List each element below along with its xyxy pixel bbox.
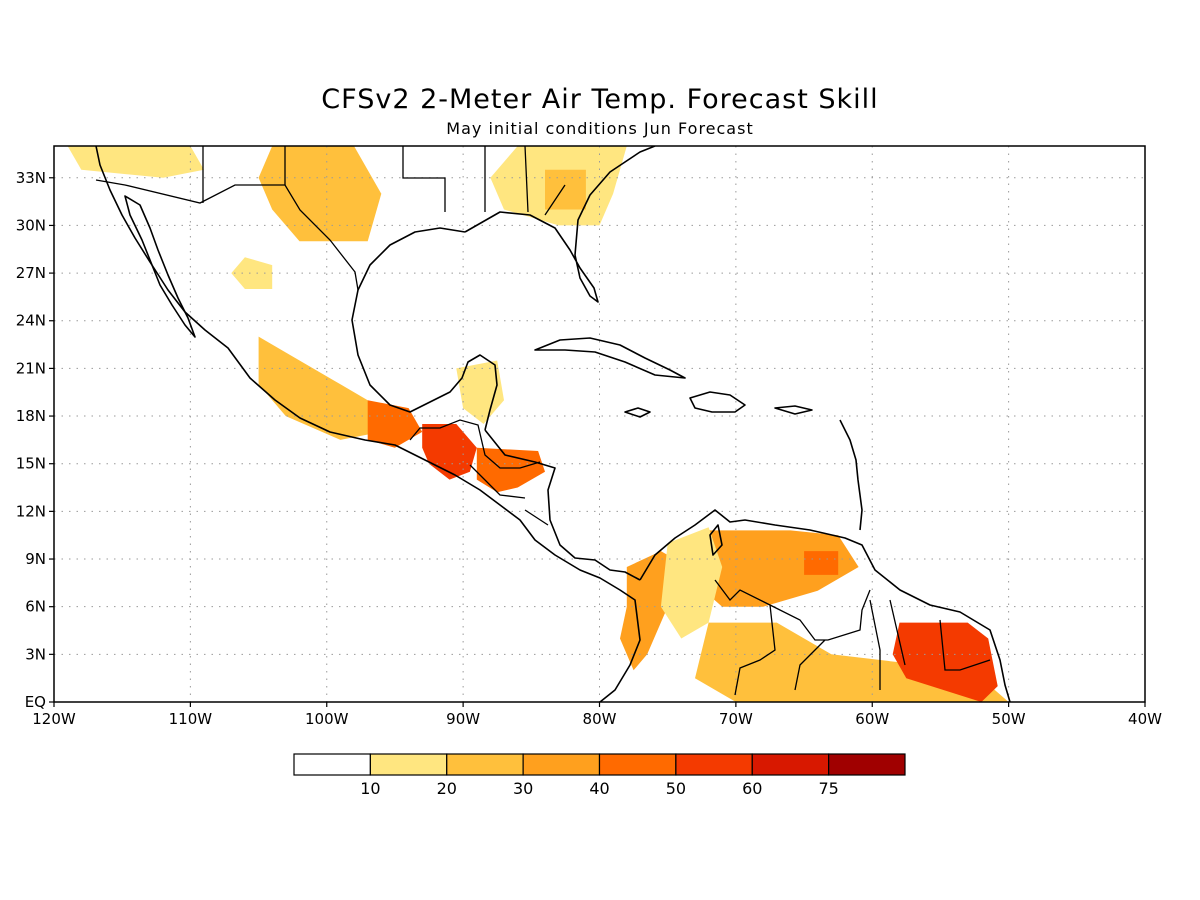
lat-tick-label: 21N: [16, 359, 46, 377]
skill-region-yucatan: [456, 360, 504, 424]
colorbar-swatch: [828, 753, 906, 776]
us-state-lines: [202, 146, 566, 216]
lon-tick-label: 50W: [992, 710, 1026, 728]
gulf-coastline: [351, 227, 498, 431]
skill-region-northern-mexico: [258, 146, 382, 242]
colorbar-swatch: [369, 753, 448, 776]
colorbar-swatch: [446, 753, 524, 776]
chart-title: CFSv2 2-Meter Air Temp. Forecast Skill: [321, 84, 879, 115]
skill-region-north-baja: [67, 146, 204, 178]
lon-tick-label: 60W: [855, 710, 889, 728]
chart-subtitle: May initial conditions Jun Forecast: [446, 119, 754, 138]
skill-shading: [67, 146, 1009, 702]
grid-lines: [54, 146, 1145, 702]
coastlines: [95, 146, 1011, 702]
skill-region-colombia-west: [620, 551, 675, 671]
lat-tick-label: 24N: [16, 312, 46, 330]
skill-region-guianas: [892, 622, 998, 702]
skill-region-venezuela-core: [804, 551, 839, 575]
colorbar-swatch: [293, 753, 371, 776]
hispaniola-coastline: [689, 391, 746, 413]
lake-maracaibo: [709, 524, 723, 556]
lat-tick-label: 6N: [25, 598, 46, 616]
lat-tick-label: 9N: [25, 550, 46, 568]
skill-region-northern-colombia: [660, 527, 723, 639]
colorbar: 10 20 30 40 50 60 75: [293, 753, 906, 798]
colorbar-label: 20: [437, 779, 457, 798]
baja-california-coastline: [124, 195, 196, 338]
lon-tick-label: 120W: [32, 710, 76, 728]
skill-region-venezuela: [695, 530, 859, 607]
puerto-rico-coastline: [774, 405, 813, 415]
colorbar-swatch: [675, 753, 753, 776]
colorbar-label: 40: [589, 779, 609, 798]
lat-tick-label: 12N: [16, 502, 46, 520]
jamaica-coastline: [624, 407, 651, 418]
south-america-borders: [714, 579, 991, 696]
lat-tick-label: 30N: [16, 216, 46, 234]
central-america-borders: [409, 419, 549, 526]
political-borders: [95, 146, 991, 696]
lat-tick-label: EQ: [25, 693, 46, 711]
lat-tick-label: 33N: [16, 169, 46, 187]
lon-tick-label: 90W: [446, 710, 480, 728]
lon-tick-label: 80W: [583, 710, 617, 728]
colorbar-label: 50: [666, 779, 686, 798]
axis-ticks: 120W 110W 100W 90W 80W 70W 60W 50W 40W EQ 3N 6N 9N 12…: [16, 169, 1162, 728]
skill-region-guatemala: [422, 424, 477, 480]
colorbar-swatch: [522, 753, 601, 776]
antilles-arc: [839, 419, 863, 531]
colorbar-swatch: [751, 753, 830, 776]
south-america-coastline: [639, 509, 1011, 702]
skill-region-honduras: [476, 447, 545, 493]
lon-tick-label: 100W: [305, 710, 349, 728]
colorbar-label: 60: [742, 779, 762, 798]
colorbar-label: 75: [818, 779, 838, 798]
colorbar-label: 30: [513, 779, 533, 798]
skill-region-mexico-central-west: [231, 257, 273, 289]
skill-region-southeast-us-core: [545, 169, 586, 210]
central-america-caribbean: [484, 429, 641, 581]
lat-tick-label: 3N: [25, 645, 46, 663]
florida-coastline: [464, 146, 656, 303]
lon-tick-label: 70W: [719, 710, 753, 728]
lat-tick-label: 15N: [16, 455, 46, 473]
cuba-coastline: [534, 337, 686, 379]
lon-tick-label: 40W: [1128, 710, 1162, 728]
colorbar-swatch: [598, 753, 677, 776]
colorbar-label: 10: [360, 779, 380, 798]
lat-tick-label: 18N: [16, 407, 46, 425]
skill-region-mexico-west-coast: [258, 336, 382, 440]
lat-tick-label: 27N: [16, 264, 46, 282]
lon-tick-label: 110W: [169, 710, 213, 728]
